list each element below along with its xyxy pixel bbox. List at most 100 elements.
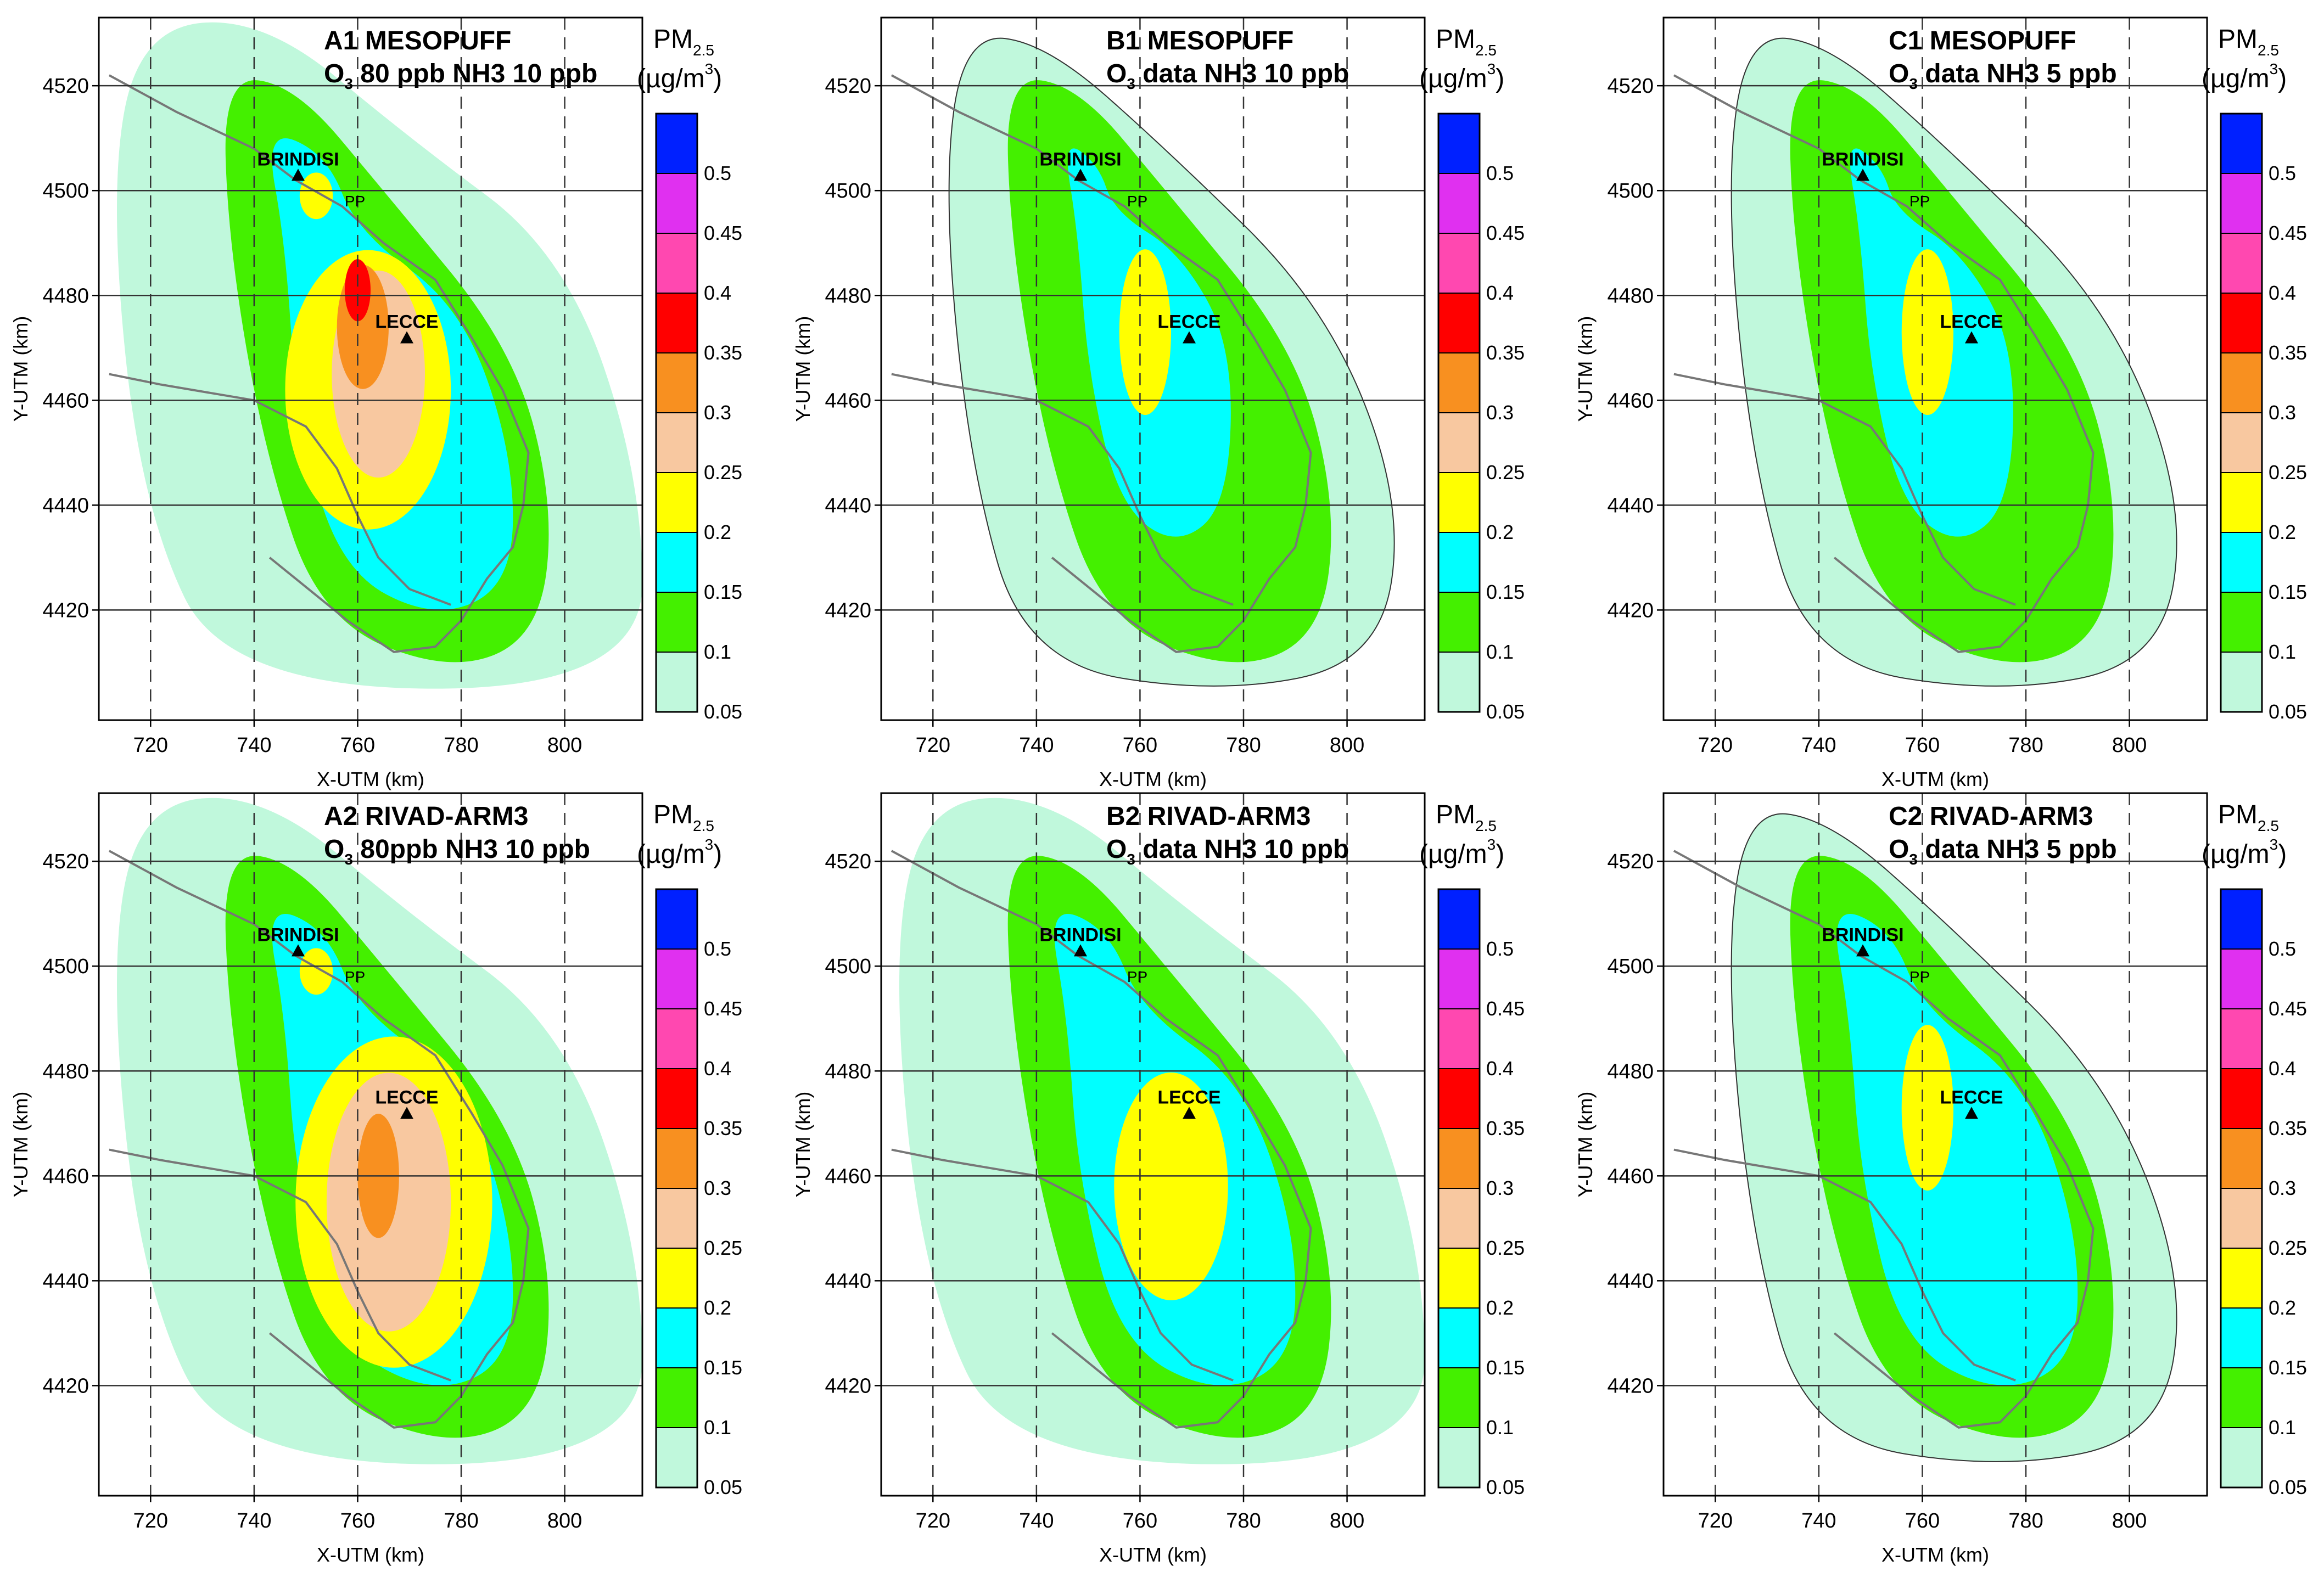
- colorbar-label: 0.2: [2269, 1296, 2296, 1319]
- colorbar-label: 0.05: [2269, 700, 2307, 723]
- colorbar-title: PM2.5: [653, 800, 714, 834]
- x-axis-label: X-UTM (km): [1881, 768, 1989, 790]
- colorbar-swatch: [2220, 1068, 2263, 1129]
- colorbar-title: PM2.5: [1436, 25, 1497, 59]
- panel-frame: [880, 792, 1426, 1497]
- colorbar-label: 0.35: [2269, 341, 2307, 364]
- city-label-lecce: LECCE: [1940, 1087, 2003, 1108]
- power-plant-label: PP: [345, 193, 365, 210]
- x-tick-label: 780: [2008, 1509, 2043, 1532]
- colorbar-label: 0.45: [704, 997, 742, 1020]
- x-tick-label: 780: [2008, 734, 2043, 757]
- contour-0.2: [1114, 1072, 1228, 1300]
- y-tick-label: 4440: [42, 494, 89, 517]
- boundary-line: [1673, 1148, 2016, 1382]
- x-tick-label: 740: [237, 734, 271, 757]
- x-tick-label: 720: [916, 734, 950, 757]
- y-tick-label: 4460: [1607, 389, 1654, 412]
- colorbar-unit: (µg/m3): [2202, 60, 2287, 93]
- city-label-brindisi: BRINDISI: [1039, 149, 1121, 170]
- colorbar-label: 0.2: [704, 1296, 731, 1319]
- y-tick-label: 4440: [825, 494, 871, 517]
- colorbar-swatch: [656, 652, 698, 712]
- power-plant-label: PP: [1909, 968, 1930, 985]
- y-tick-label: 4460: [825, 389, 871, 412]
- colorbar-swatch: [656, 948, 698, 1009]
- colorbar-swatch: [656, 173, 698, 234]
- contour-0.2: [1901, 249, 1953, 415]
- city-label-lecce: LECCE: [375, 1087, 438, 1108]
- power-plant-label: PP: [1909, 193, 1930, 210]
- panel-subtitle: O3 data NH3 5 ppb: [1889, 835, 2117, 868]
- colorbar-label: 0.25: [1486, 461, 1525, 484]
- y-axis-label: Y-UTM (km): [9, 1092, 32, 1198]
- colorbar-label: 0.05: [1486, 700, 1525, 723]
- colorbar-label: 0.1: [704, 1416, 731, 1439]
- panel-B2: 720 740 760 780 800 4520 4500 4480 4460 4440 4420 B…: [792, 792, 1525, 1566]
- colorbar-swatch: [2220, 592, 2263, 653]
- x-tick-label: 720: [133, 1509, 168, 1532]
- colorbar-swatch: [2220, 412, 2263, 473]
- panel-subtitle: O3 80ppb NH3 10 ppb: [324, 835, 590, 868]
- colorbar-swatch: [2220, 472, 2263, 533]
- colorbar-label: 0.35: [1486, 1117, 1525, 1139]
- colorbar-label: 0.3: [704, 401, 731, 424]
- colorbar-title: PM2.5: [1436, 800, 1497, 834]
- colorbar-swatch: [2220, 1427, 2263, 1488]
- y-tick-label: 4460: [1607, 1165, 1654, 1188]
- city-marker: [1965, 331, 1978, 344]
- colorbar-unit: (µg/m3): [2202, 836, 2287, 869]
- colorbar-swatch: [1438, 1128, 1480, 1189]
- city-label-lecce: LECCE: [1157, 1087, 1220, 1108]
- city-marker: [292, 169, 305, 181]
- panel-title: B1 MESOPUFF: [1106, 26, 1293, 55]
- colorbar-swatch: [2220, 293, 2263, 353]
- city-marker: [400, 331, 413, 344]
- colorbar-swatch: [1438, 412, 1480, 473]
- colorbar-swatch: [1438, 352, 1480, 413]
- boundary-line: [891, 1148, 1234, 1382]
- colorbar-label: 0.15: [704, 1356, 742, 1379]
- colorbar-swatch: [656, 592, 698, 653]
- y-axis-label: Y-UTM (km): [9, 316, 32, 422]
- colorbar-swatch: [2220, 1248, 2263, 1309]
- city-marker: [1856, 944, 1869, 957]
- x-axis-label: X-UTM (km): [317, 768, 424, 790]
- colorbar-swatch: [656, 352, 698, 413]
- y-tick-label: 4420: [42, 1374, 89, 1397]
- x-tick-label: 760: [1905, 1509, 1940, 1532]
- colorbar-swatch: [656, 1427, 698, 1488]
- x-tick-label: 720: [133, 734, 168, 757]
- colorbar-label: 0.35: [1486, 341, 1525, 364]
- colorbar-swatch: [2220, 652, 2263, 712]
- x-tick-label: 800: [1330, 734, 1364, 757]
- y-tick-label: 4520: [825, 850, 871, 873]
- colorbar-swatch: [2220, 1307, 2263, 1368]
- contour-0.2: [1119, 249, 1171, 415]
- colorbar-label: 0.5: [704, 162, 731, 184]
- panel-frame: [880, 16, 1426, 721]
- power-plant-label: PP: [1127, 968, 1147, 985]
- x-tick-label: 780: [444, 1509, 478, 1532]
- colorbar-swatch: [2220, 173, 2263, 234]
- x-tick-label: 720: [916, 1509, 950, 1532]
- colorbar-label: 0.05: [704, 700, 742, 723]
- x-axis-label: X-UTM (km): [1099, 1543, 1207, 1566]
- y-tick-label: 4460: [42, 389, 89, 412]
- colorbar-swatch: [2220, 889, 2263, 950]
- colorbar-label: 0.05: [704, 1476, 742, 1498]
- colorbar-swatch: [656, 889, 698, 950]
- y-tick-label: 4440: [1607, 494, 1654, 517]
- colorbar-swatch: [1438, 652, 1480, 712]
- panel-C2: 720 740 760 780 800 4520 4500 4480 4460 4440 4420 B…: [1574, 792, 2307, 1566]
- colorbar-label: 0.15: [1486, 581, 1525, 603]
- city-label-brindisi: BRINDISI: [257, 149, 339, 170]
- map-area: [1664, 793, 2207, 1496]
- y-tick-label: 4420: [825, 599, 871, 622]
- y-tick-label: 4480: [42, 284, 89, 307]
- colorbar-label: 0.3: [1486, 1177, 1514, 1199]
- colorbar-label: 0.5: [2269, 937, 2296, 960]
- panel-title: B2 RIVAD-ARM3: [1106, 802, 1311, 831]
- colorbar-label: 0.15: [1486, 1356, 1525, 1379]
- colorbar-swatch: [1438, 889, 1480, 950]
